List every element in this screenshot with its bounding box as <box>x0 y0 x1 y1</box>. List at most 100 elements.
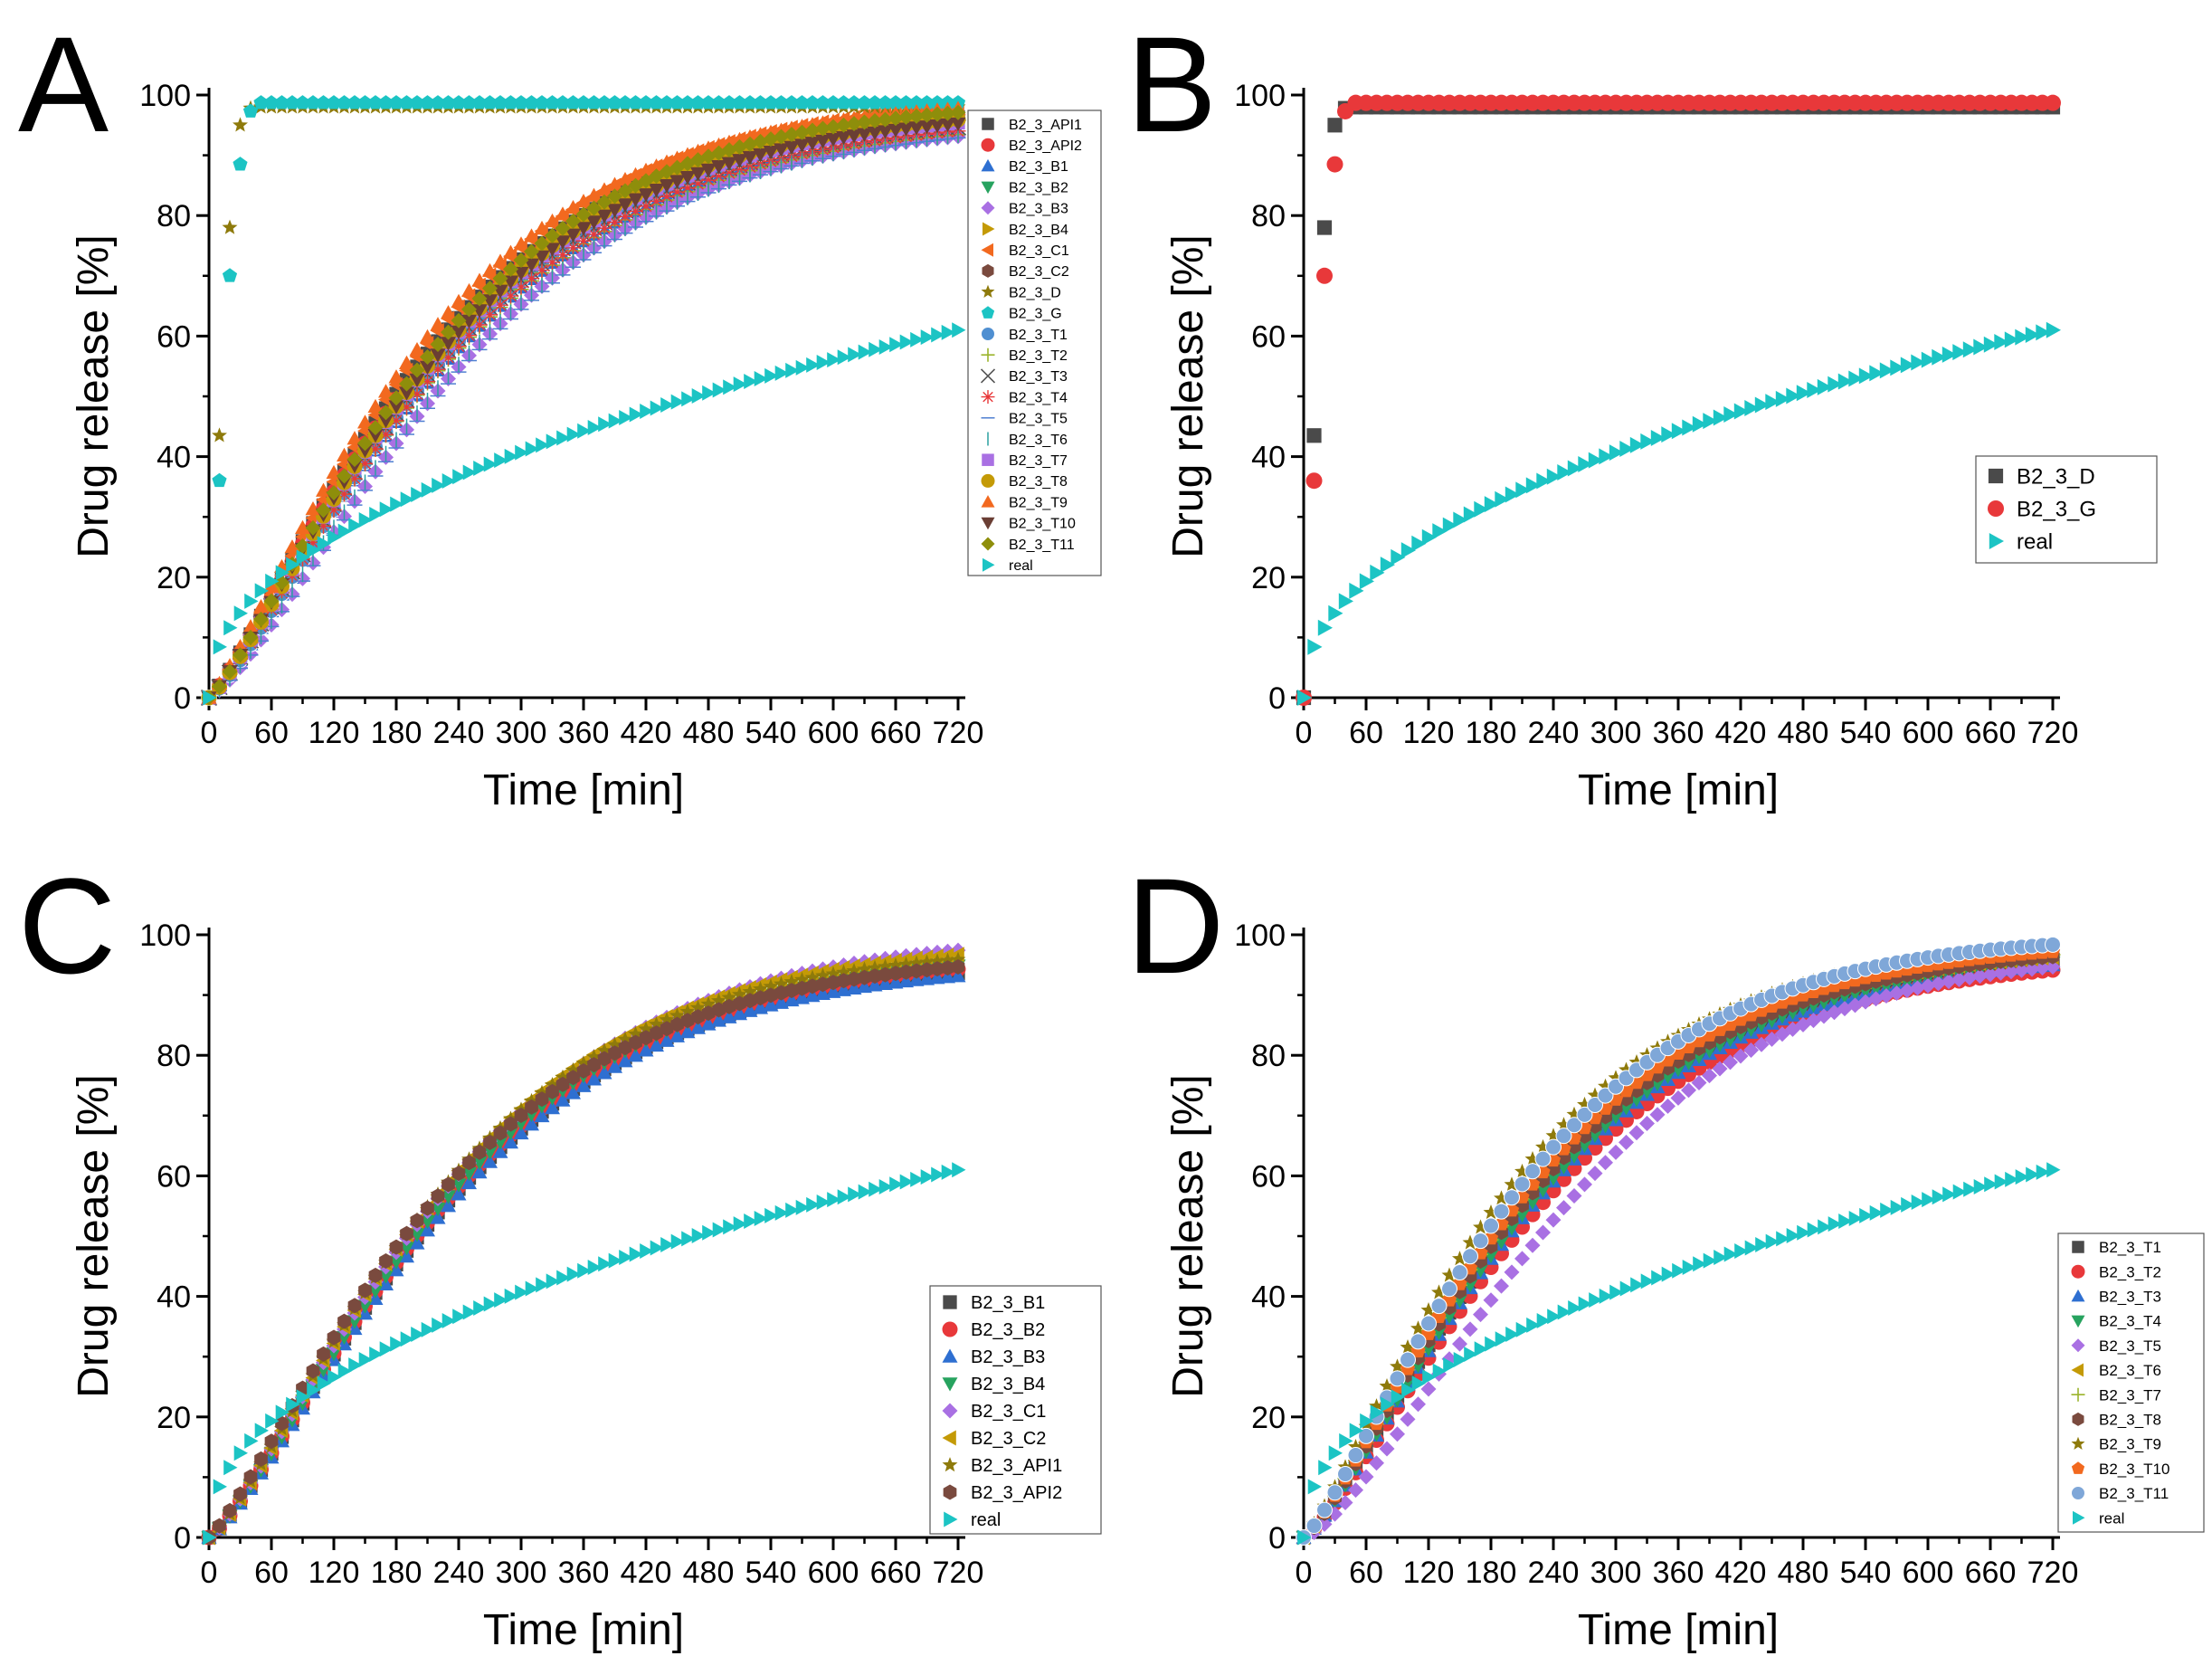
data-point <box>441 1312 456 1328</box>
data-point <box>1535 1184 1551 1198</box>
data-point <box>1941 346 1957 363</box>
data-point <box>701 1005 716 1022</box>
legend: B2_3_B1 B2_3_B2 B2_3_B3 B2_3_B4 B2_3_C1 B2_3_… <box>929 1285 1102 1535</box>
data-point <box>587 419 602 435</box>
data-point <box>815 95 831 109</box>
data-point <box>638 95 654 109</box>
data-point <box>929 970 945 985</box>
data-point <box>1982 966 1998 983</box>
data-point <box>379 501 394 518</box>
data-point <box>1524 1237 1541 1253</box>
legend-marker <box>981 390 995 404</box>
data-point <box>607 1036 622 1052</box>
panel-letter: D <box>1126 850 1224 1002</box>
data-point <box>908 121 925 136</box>
data-point <box>1640 433 1656 450</box>
data-point <box>565 240 581 256</box>
series-b2-3-t11 <box>201 104 966 706</box>
data-point <box>1431 1326 1447 1340</box>
data-point <box>638 1021 654 1036</box>
data-point <box>1555 1128 1572 1145</box>
x-tick-label: 240 <box>1528 716 1580 750</box>
data-point <box>1391 1389 1405 1405</box>
data-point <box>1297 1529 1312 1546</box>
data-point <box>1463 506 1478 523</box>
data-point <box>357 414 373 429</box>
legend-label: B2_3_T4 <box>1009 390 1068 405</box>
data-point <box>1723 1246 1738 1262</box>
data-point <box>492 271 508 287</box>
data-point <box>1619 1134 1634 1150</box>
legend-marker <box>2071 1264 2085 1279</box>
data-point <box>1536 472 1552 490</box>
data-point <box>461 301 477 318</box>
x-tick-label: 540 <box>1840 1556 1892 1590</box>
data-point <box>399 1248 414 1263</box>
data-point <box>1400 1351 1416 1368</box>
data-point <box>1649 1107 1666 1123</box>
data-point <box>1599 1288 1613 1304</box>
data-point <box>754 990 767 1006</box>
data-point <box>1901 1196 1915 1213</box>
legend-label: B2_3_API2 <box>1009 138 1082 154</box>
data-point <box>607 176 622 191</box>
data-point <box>555 1076 570 1092</box>
data-point <box>347 471 363 487</box>
data-point <box>275 565 290 581</box>
data-point <box>679 180 696 196</box>
y-tick-label: 80 <box>1251 199 1286 233</box>
data-point <box>566 1266 581 1282</box>
data-point <box>357 455 373 471</box>
y-tick-label: 60 <box>157 1159 191 1194</box>
data-point <box>461 314 477 329</box>
data-point <box>930 961 945 977</box>
legend-label: B2_3_T11 <box>1009 538 1075 553</box>
data-point <box>253 95 269 109</box>
data-point <box>816 355 831 371</box>
legend-label: real <box>971 1510 1001 1530</box>
legend-marker <box>983 222 995 236</box>
data-point <box>1681 1082 1696 1099</box>
data-point <box>357 435 373 452</box>
data-point <box>1712 1061 1728 1077</box>
data-point <box>784 983 799 999</box>
data-point <box>681 1231 696 1247</box>
data-point <box>1453 511 1468 528</box>
data-point <box>452 1309 467 1325</box>
data-point <box>669 1007 685 1023</box>
y-axis-title: Drug release [%] <box>1164 234 1212 558</box>
data-point <box>1453 1351 1467 1367</box>
legend-marker <box>980 368 996 384</box>
data-point <box>857 95 872 109</box>
data-point <box>1713 409 1728 426</box>
data-point <box>1693 1256 1707 1272</box>
data-point <box>1504 1189 1520 1206</box>
data-point <box>867 112 883 128</box>
data-point <box>307 1382 321 1398</box>
data-point <box>1515 481 1531 499</box>
data-point <box>462 1155 476 1171</box>
data-point <box>1682 1259 1696 1275</box>
data-point <box>1307 638 1323 655</box>
x-tick-label: 480 <box>1778 1556 1829 1590</box>
data-point <box>1410 1396 1426 1413</box>
y-tick-label: 20 <box>1251 561 1286 595</box>
data-point <box>275 1404 290 1421</box>
data-point <box>1316 220 1333 235</box>
data-point <box>1609 444 1624 462</box>
data-point <box>1942 1186 1957 1203</box>
data-point <box>1786 1228 1800 1244</box>
data-point <box>535 1091 549 1108</box>
data-point <box>399 399 414 415</box>
data-point <box>337 486 352 502</box>
data-point <box>804 95 821 109</box>
data-point <box>1765 394 1780 411</box>
series-b2-3-g <box>1296 94 2061 706</box>
data-point <box>233 1486 247 1502</box>
data-point <box>690 167 706 182</box>
data-point <box>649 1037 664 1052</box>
data-point <box>233 157 248 171</box>
data-point <box>233 647 248 663</box>
data-point <box>804 122 821 138</box>
data-point <box>1932 348 1947 366</box>
